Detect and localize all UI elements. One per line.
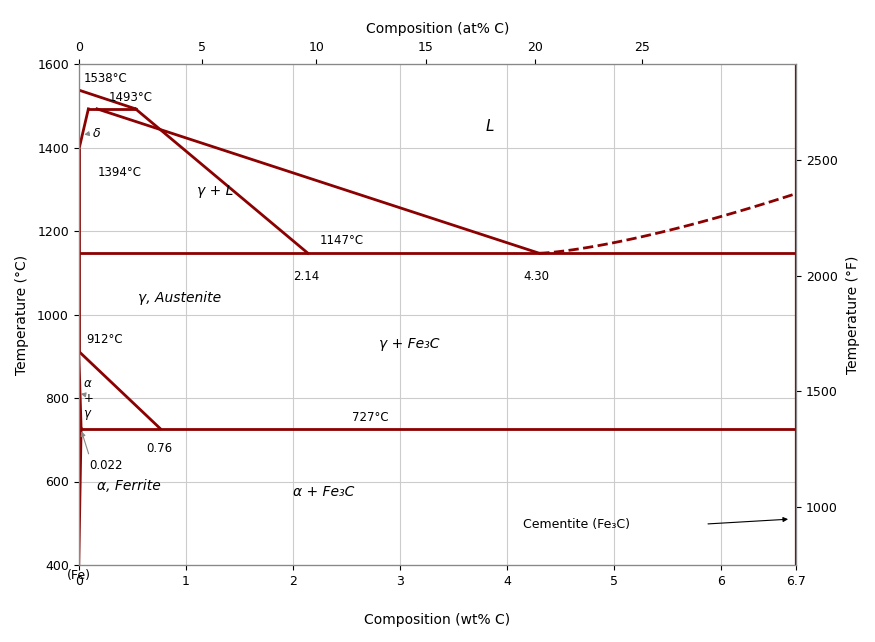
Text: (Fe): (Fe): [66, 569, 91, 582]
Text: 1147°C: 1147°C: [319, 234, 364, 247]
Text: 1538°C: 1538°C: [84, 72, 128, 85]
Text: δ: δ: [93, 126, 101, 139]
Text: α + Fe₃C: α + Fe₃C: [293, 485, 354, 499]
Y-axis label: Temperature (°C): Temperature (°C): [15, 254, 29, 375]
Text: 1493°C: 1493°C: [108, 91, 153, 104]
Text: L: L: [486, 119, 494, 134]
Y-axis label: Temperature (°F): Temperature (°F): [846, 256, 860, 374]
Text: 0.76: 0.76: [146, 442, 172, 455]
Text: γ + L: γ + L: [197, 184, 233, 198]
X-axis label: Composition (at% C): Composition (at% C): [366, 22, 509, 36]
Text: 727°C: 727°C: [352, 411, 388, 424]
Text: 4.30: 4.30: [523, 270, 550, 282]
Text: γ + Fe₃C: γ + Fe₃C: [379, 337, 439, 351]
Text: 2.14: 2.14: [293, 270, 319, 282]
Text: Cementite (Fe₃C): Cementite (Fe₃C): [523, 517, 630, 530]
Text: 912°C: 912°C: [87, 333, 122, 346]
Text: α, Ferrite: α, Ferrite: [97, 479, 161, 492]
Text: 1394°C: 1394°C: [98, 166, 142, 179]
Text: 0.022: 0.022: [89, 458, 123, 471]
X-axis label: Composition (wt% C): Composition (wt% C): [365, 612, 511, 627]
Text: γ, Austenite: γ, Austenite: [137, 291, 220, 305]
Text: α
+
γ: α + γ: [84, 377, 94, 419]
